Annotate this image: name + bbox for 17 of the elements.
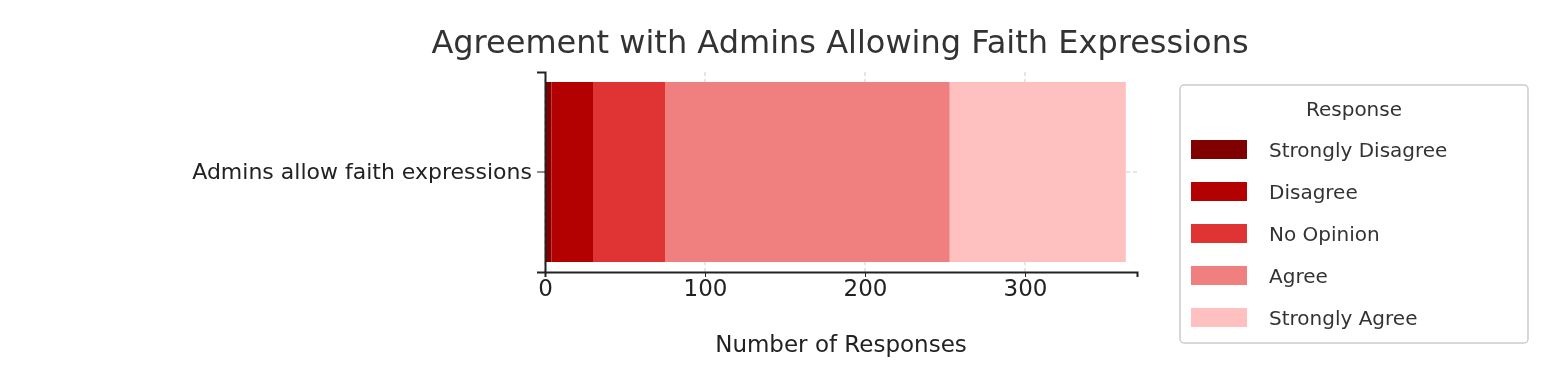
x-tick-label: 200	[843, 275, 888, 302]
x-tick-label: 100	[683, 275, 728, 302]
legend-label: Disagree	[1269, 180, 1358, 204]
bar	[551, 82, 593, 262]
y-tick-label: Admins allow faith expressions	[192, 159, 532, 185]
x-tick-label: 0	[538, 275, 553, 302]
bar	[665, 82, 950, 262]
legend-label: No Opinion	[1269, 222, 1380, 246]
x-tick-label: 300	[1003, 275, 1048, 302]
bar	[949, 82, 1126, 262]
x-axis-title: Number of Responses	[715, 331, 967, 357]
chart-title: Agreement with Admins Allowing Faith Expressions	[431, 23, 1249, 61]
legend-label: Strongly Agree	[1269, 306, 1418, 330]
legend-label: Agree	[1269, 264, 1328, 288]
legend-label: Strongly Disagree	[1269, 138, 1448, 162]
legend-title: Response	[1305, 97, 1403, 121]
bar	[593, 82, 665, 262]
